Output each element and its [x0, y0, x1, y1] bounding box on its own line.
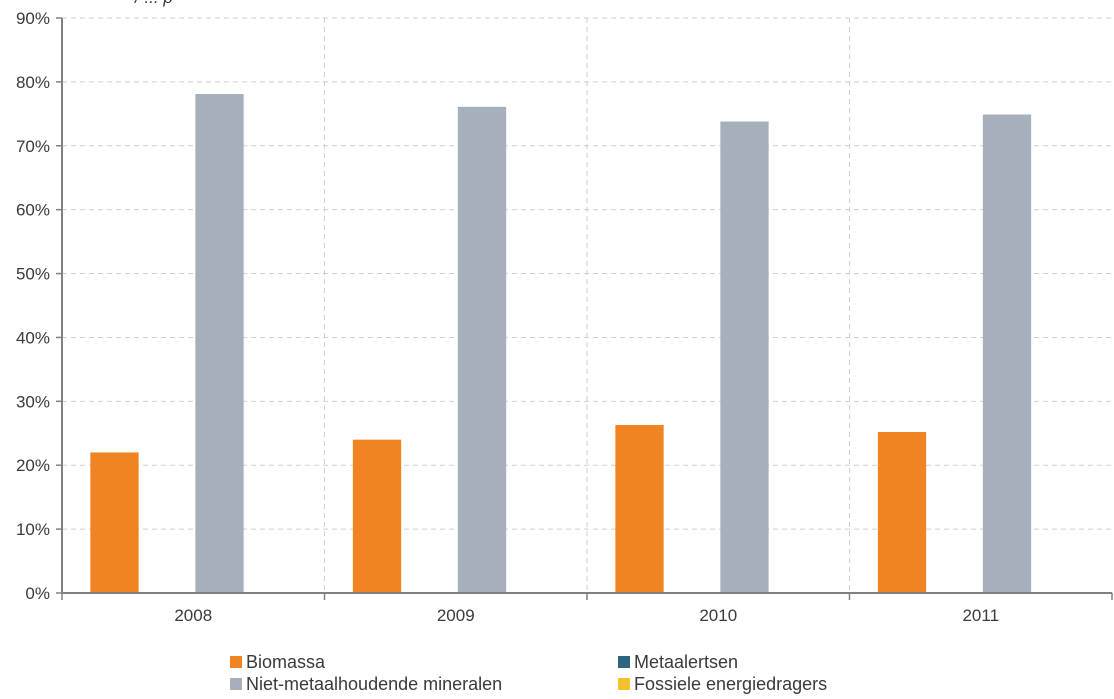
legend-swatch-metaalertsen [618, 656, 630, 668]
bar-niet-metaalhoudende-mineralen-2011 [982, 114, 1032, 593]
axes [56, 17, 1113, 600]
y-tick-label: 70% [16, 137, 50, 156]
bar-chart: 0%10%20%30%40%50%60%70%80%90% 2008 2009 20… [16, 9, 1113, 625]
bar-biomassa-2009 [352, 439, 402, 593]
legend-item-fossiele-energiedragers: Fossiele energiedragers [618, 674, 827, 694]
chart-title-clipped: / ... p [135, 0, 173, 8]
y-tick-label: 50% [16, 265, 50, 284]
bar-biomassa-2011 [877, 432, 927, 593]
y-tick-label: 0% [25, 584, 50, 603]
y-tick-label: 30% [16, 392, 50, 411]
legend-item-metaalertsen: Metaalertsen [618, 652, 738, 672]
y-tick-label: 80% [16, 73, 50, 92]
legend-label-niet-metaalhoudende-mineralen: Niet-metaalhoudende mineralen [246, 673, 503, 694]
bars [90, 94, 1032, 594]
x-tick-label: 2008 [174, 606, 212, 625]
bar-niet-metaalhoudende-mineralen-2008 [195, 94, 244, 594]
x-tick-label: 2009 [437, 606, 475, 625]
bar-biomassa-2008 [90, 452, 139, 593]
legend: Biomassa Metaalertsen Niet-metaalhoudend… [230, 652, 930, 698]
y-tick-labels: 0% 10% 20% 30% 40% 50% 60% 70% 80% 90% [16, 9, 50, 603]
x-tick-label: 2011 [962, 606, 999, 625]
y-tick-label: 60% [16, 201, 50, 220]
bar-niet-metaalhoudende-mineralen-2009 [457, 106, 507, 594]
legend-label-biomassa: Biomassa [246, 651, 326, 672]
x-tick-labels: 2008 2009 2010 2011 [174, 606, 999, 625]
legend-swatch-biomassa [230, 656, 242, 668]
y-tick-label: 20% [16, 456, 50, 475]
bar-niet-metaalhoudende-mineralen-2010 [720, 121, 769, 593]
x-tick-label: 2010 [699, 606, 737, 625]
legend-swatch-niet-metaalhoudende-mineralen [230, 678, 242, 690]
legend-label-metaalertsen: Metaalertsen [634, 651, 739, 672]
y-tick-label: 40% [16, 328, 50, 347]
y-tick-label: 90% [16, 9, 50, 28]
legend-swatch-fossiele-energiedragers [618, 678, 630, 690]
bar-biomassa-2010 [615, 424, 664, 593]
legend-item-niet-metaalhoudende-mineralen: Niet-metaalhoudende mineralen [230, 674, 502, 694]
legend-item-biomassa: Biomassa [230, 652, 325, 672]
y-tick-label: 10% [16, 520, 50, 539]
legend-label-fossiele-energiedragers: Fossiele energiedragers [634, 673, 828, 694]
